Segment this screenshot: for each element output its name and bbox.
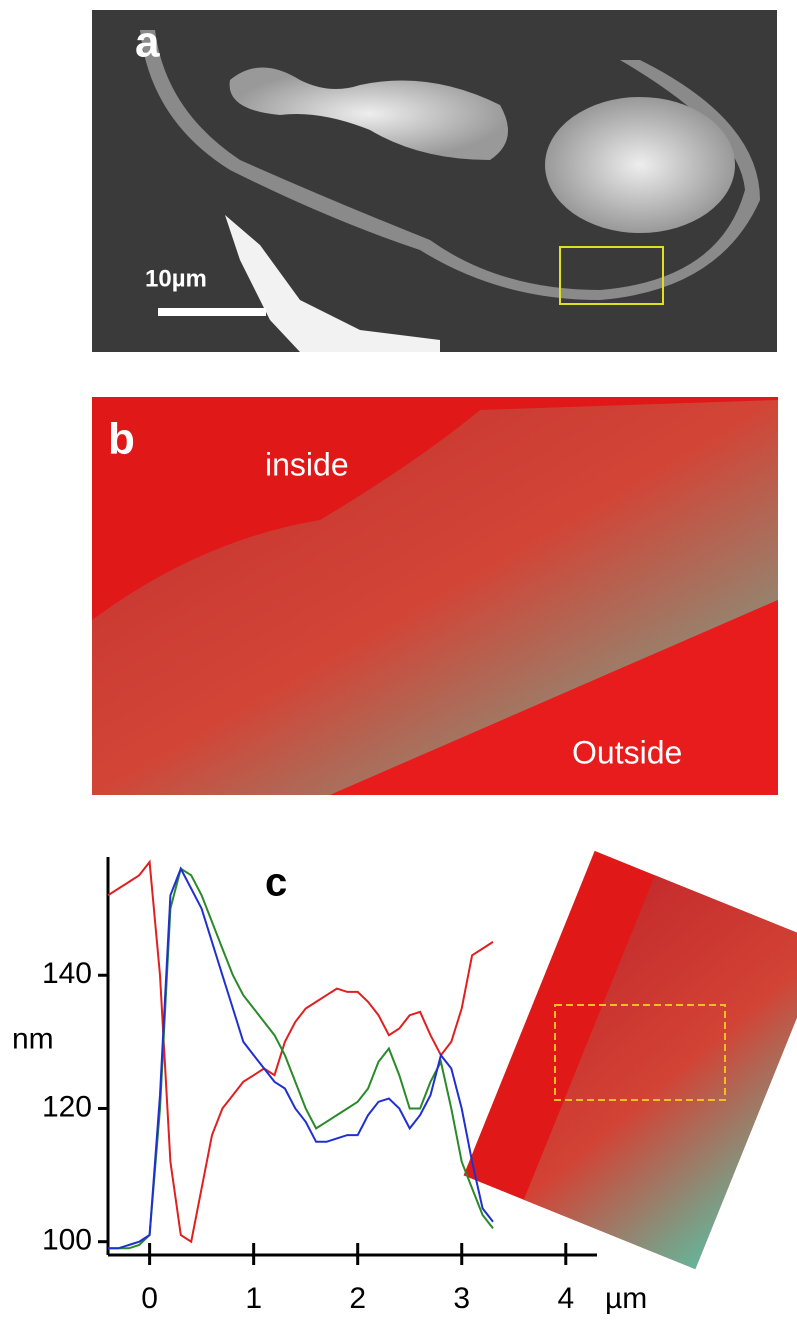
series-line bbox=[108, 867, 494, 1250]
x-tick-label: 1 bbox=[245, 1282, 262, 1315]
outside-region bbox=[330, 600, 778, 795]
y-tick-label: 140 bbox=[42, 957, 92, 990]
region-label: Outside bbox=[572, 734, 682, 770]
y-axis-label: nm bbox=[12, 1022, 54, 1055]
series-line bbox=[108, 866, 494, 1250]
x-tick-label: 3 bbox=[453, 1282, 470, 1315]
x-tick-label: 2 bbox=[349, 1282, 366, 1315]
panel-label: c bbox=[265, 861, 287, 905]
inset bbox=[463, 850, 797, 1270]
scale-bar bbox=[158, 308, 266, 316]
panel-label: b bbox=[108, 415, 135, 464]
scale-label: 10µm bbox=[145, 265, 207, 292]
panel-b: b inside Outside bbox=[92, 397, 778, 795]
region-label: inside bbox=[265, 446, 349, 482]
cell bbox=[545, 97, 735, 233]
membrane-band bbox=[523, 875, 797, 1270]
panel-label: a bbox=[135, 18, 160, 67]
cell bbox=[229, 67, 509, 160]
panel-a: a 10µm bbox=[92, 10, 777, 352]
membrane-band bbox=[92, 400, 778, 795]
y-tick-label: 120 bbox=[42, 1090, 92, 1123]
x-axis-label: µm bbox=[605, 1282, 647, 1315]
series-line bbox=[107, 859, 494, 1244]
x-tick-label: 0 bbox=[141, 1282, 158, 1315]
debris bbox=[225, 215, 440, 352]
roi-box bbox=[559, 246, 664, 305]
y-tick-label: 100 bbox=[42, 1224, 92, 1257]
x-tick-label: 4 bbox=[557, 1282, 574, 1315]
